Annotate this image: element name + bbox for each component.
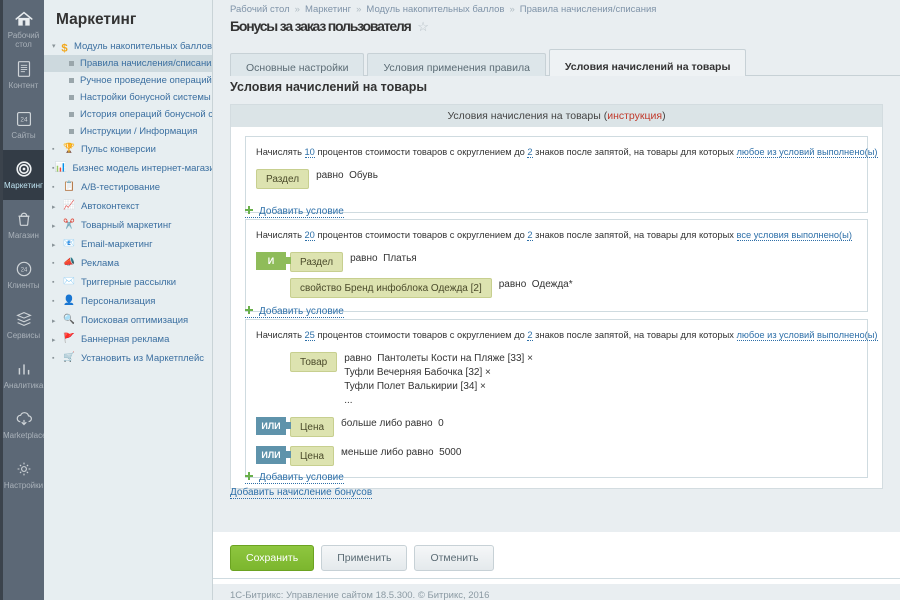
svg-text:24: 24 (20, 267, 27, 273)
svg-text:24: 24 (20, 116, 28, 123)
svg-text:$: $ (61, 42, 68, 54)
